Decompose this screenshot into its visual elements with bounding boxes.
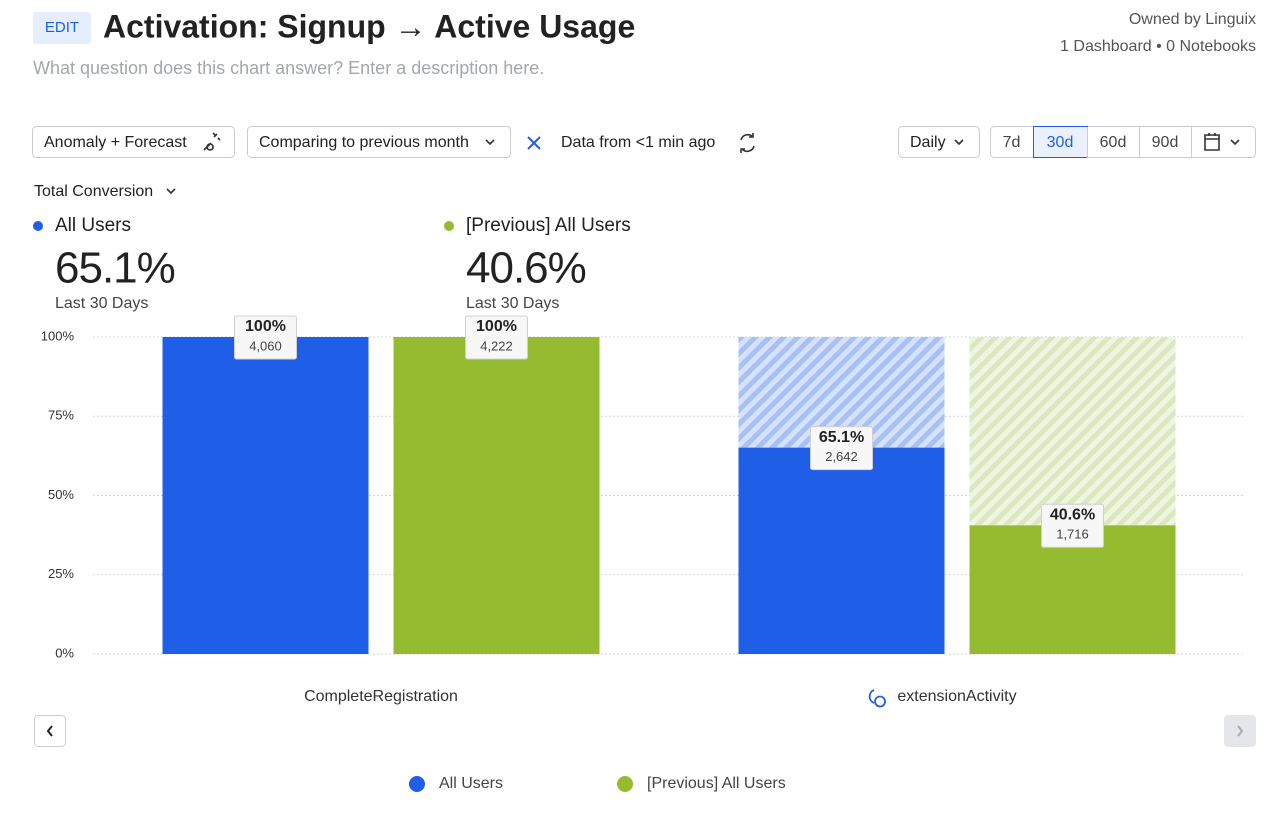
prev-icon — [46, 725, 53, 737]
prev-button[interactable] — [34, 715, 66, 747]
count-label: 4,222 — [480, 338, 513, 353]
legend-dot — [444, 221, 454, 231]
range-option[interactable]: 30d — [1047, 134, 1074, 151]
summary-value: 65.1% — [55, 244, 175, 293]
value-label-box — [465, 315, 528, 360]
anomaly-label[interactable]: Anomaly + Forecast — [44, 134, 187, 151]
bar — [738, 447, 945, 654]
summary-name: All Users — [55, 215, 131, 236]
x-tick-label: extensionActivity — [897, 688, 1016, 705]
value-label: 40.6% — [1050, 507, 1095, 524]
legend-label[interactable]: [Previous] All Users — [647, 775, 786, 792]
chart: 0% 25% 50% 75% 100% CompleteRegistration exten… — [41, 315, 1245, 792]
range-selected[interactable] — [1033, 126, 1088, 158]
meta[interactable]: 1 Dashboard • 0 Notebooks — [1060, 38, 1256, 55]
y-tick-label: 50% — [48, 487, 74, 502]
value-label-box — [810, 426, 873, 471]
range-option[interactable]: 7d — [1003, 134, 1021, 151]
value-label: 100% — [245, 318, 286, 335]
range-option[interactable]: 90d — [1152, 134, 1179, 151]
legend-dot[interactable] — [409, 776, 425, 792]
edit-label[interactable]: EDIT — [45, 19, 79, 36]
interval-button[interactable] — [898, 126, 980, 158]
y-tick-label: 100% — [41, 328, 75, 343]
summary: All Users 65.1% Last 30 Days [Previous] All… — [33, 215, 631, 312]
page-title: Activation: Signup → Active Usage — [103, 8, 635, 44]
summary-period: Last 30 Days — [466, 295, 559, 312]
description[interactable]: What question does this chart answer? En… — [33, 58, 544, 78]
summary-value: 40.6% — [466, 244, 586, 293]
count-label: 1,716 — [1056, 527, 1089, 542]
next-icon — [1237, 725, 1244, 737]
next-button[interactable] — [1224, 715, 1256, 747]
interval-label[interactable]: Daily — [910, 134, 946, 151]
anomaly-icon — [203, 132, 221, 151]
range-group: 7d 30d 60d 90d — [990, 126, 1256, 158]
value-label: 65.1% — [819, 429, 864, 446]
metric-selector[interactable]: Total Conversion — [34, 183, 153, 200]
owner: Owned by Linguix — [1129, 11, 1256, 28]
bar — [393, 337, 600, 654]
value-label: 100% — [476, 318, 517, 335]
chevron — [485, 139, 495, 146]
comparing-label[interactable]: Comparing to previous month — [259, 134, 469, 151]
calendar-icon[interactable] — [1204, 133, 1220, 151]
freshness: Data from <1 min ago — [561, 134, 715, 151]
chevron — [166, 188, 176, 195]
edit-badge[interactable] — [33, 12, 91, 44]
refresh-icon[interactable] — [740, 133, 755, 153]
legend-dot — [33, 221, 43, 231]
y-tick-label: 25% — [48, 566, 74, 581]
dropoff-area — [969, 337, 1176, 526]
comparing-button[interactable] — [247, 126, 511, 158]
event-icon — [868, 689, 886, 708]
chevron — [1230, 139, 1240, 146]
y-tick-label: 0% — [55, 645, 74, 660]
clear-compare[interactable] — [527, 136, 541, 150]
summary-name: [Previous] All Users — [466, 215, 631, 236]
legend-label[interactable]: All Users — [439, 775, 503, 792]
value-label-box — [1041, 503, 1104, 548]
range-option[interactable]: 60d — [1100, 134, 1127, 151]
bar — [162, 337, 369, 654]
count-label: 4,060 — [249, 338, 282, 353]
x-tick-label: CompleteRegistration — [304, 688, 458, 705]
summary-period: Last 30 Days — [55, 295, 148, 312]
legend-dot[interactable] — [617, 776, 633, 792]
anomaly-button[interactable] — [32, 126, 235, 158]
y-tick-label: 75% — [48, 408, 74, 423]
count-label: 2,642 — [825, 449, 858, 464]
value-label-box — [234, 315, 297, 360]
chevron — [954, 139, 964, 146]
